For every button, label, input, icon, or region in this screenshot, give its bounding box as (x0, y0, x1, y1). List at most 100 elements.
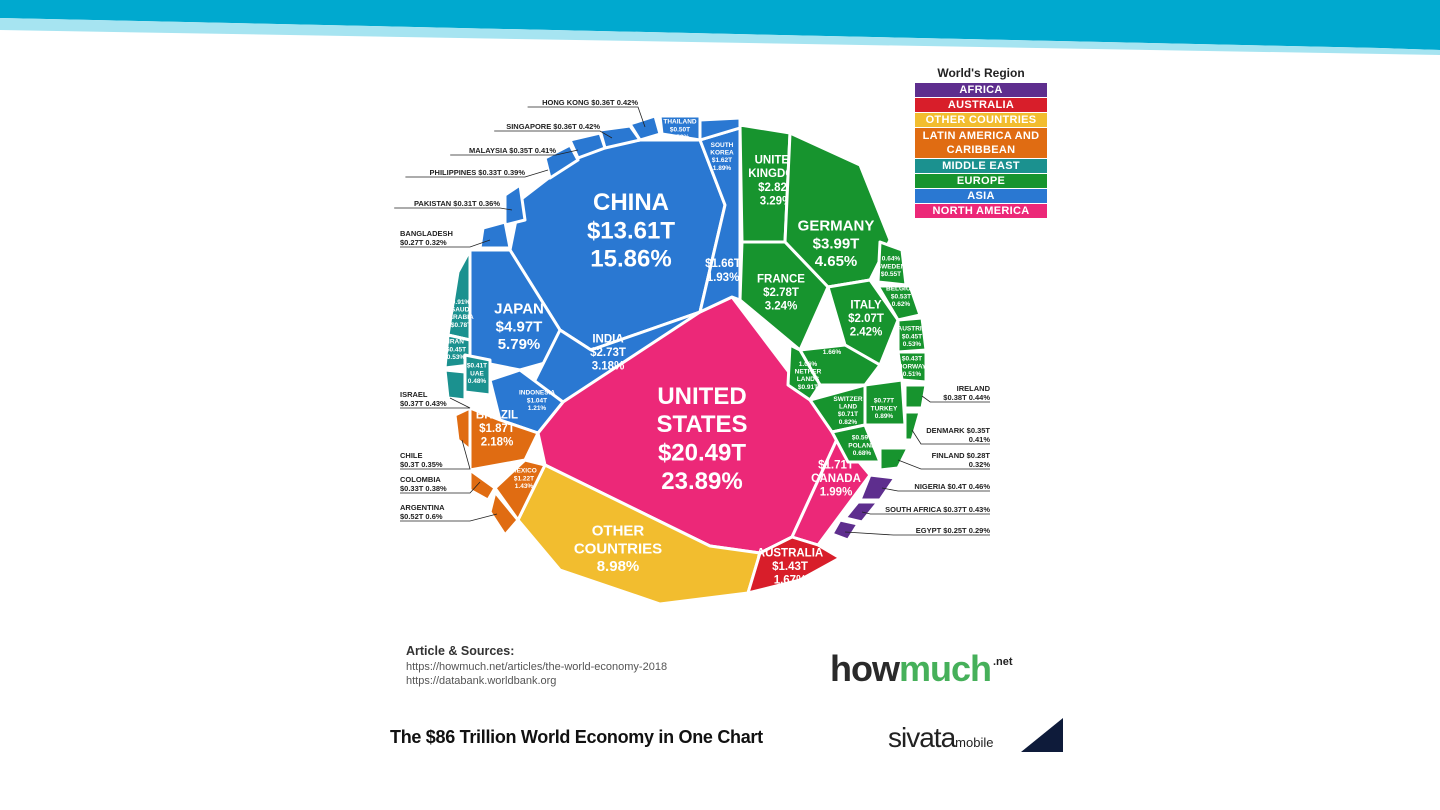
cell-label-belgium-1: $0.53T (891, 293, 911, 300)
cell-ireland (903, 383, 928, 410)
cell-label-indonesia-0: INDONESIA (519, 390, 555, 397)
callout-label-malaysia: MALAYSIA $0.35T 0.41% (469, 146, 556, 155)
cell-label-india-0: INDIA (592, 333, 623, 345)
cell-label-uae-2: 0.48% (468, 378, 487, 385)
cell-brazil: BRAZIL $1.87T 2.18% (468, 406, 540, 472)
cell-label-germany-1: $3.99T (813, 235, 860, 252)
cell-shape-colombia (468, 468, 497, 502)
cell-label-france-2: 3.24% (765, 301, 798, 313)
cell-shape-belgium (876, 284, 922, 322)
cell-shape-australia (746, 535, 842, 595)
cell-south-africa (843, 500, 880, 524)
cell-chile (453, 406, 472, 452)
cell-label-thailand-0: THAILAND (663, 119, 697, 126)
logo-net: .net (993, 656, 1013, 668)
cell-label-canada-1: CANADA (811, 473, 861, 485)
callout-label-argentina: ARGENTINA (400, 503, 445, 512)
callout-value-bangladesh: $0.27T 0.32% (400, 238, 447, 247)
cell-denmark (903, 410, 922, 442)
callout-value-israel: $0.37T 0.43% (400, 399, 447, 408)
cell-label-canada-0: $1.71T (818, 459, 854, 471)
cell-label-france-0: FRANCE (757, 273, 805, 285)
cell-label-spain-2: 1.66% (823, 349, 842, 356)
sources-title: Article & Sources: (406, 644, 515, 658)
callout-south-africa: SOUTH AFRICA $0.37T 0.43% (861, 505, 990, 515)
callout-line-chile (400, 439, 471, 470)
cell-shape-netherlands (786, 343, 822, 402)
cell-label-united-kingdom-0: UNITED (755, 155, 798, 167)
legend-items: AFRICA AUSTRALIA OTHER COUNTRIES LATIN AMER… (915, 83, 1047, 218)
cell-shape-finland (878, 446, 910, 472)
logo-how: how (830, 648, 900, 689)
cell-label-switzerland-3: 0.82% (839, 419, 858, 426)
cell-shape-norway (896, 350, 928, 384)
cell-label-saudi-arabia-3: $0.78T (451, 322, 471, 329)
cell-label-australia-0: AUSTRALIA (757, 547, 823, 559)
cell-label-netherlands-1: NETHER (795, 368, 822, 375)
cell-label-united-states-1: STATES (656, 411, 747, 438)
cell-label-thailand-2: 0.59% (671, 134, 690, 141)
cell-label-russia-1: 1.93% (707, 272, 740, 284)
cell-label-united-kingdom-2: $2.82T (758, 182, 794, 194)
top-banner (0, 0, 1440, 55)
cell-label-uae-1: UAE (470, 370, 484, 377)
callout-colombia: COLOMBIA$0.33T 0.38% (400, 475, 481, 494)
callout-label-israel: ISRAEL (400, 390, 428, 399)
cell-label-switzerland-0: SWITZER (833, 396, 863, 403)
callout-label-denmark: DENMARK $0.35T (926, 426, 990, 435)
callout-ireland: IRELAND$0.38T 0.44% (921, 384, 991, 403)
cell-shape-ireland (903, 383, 928, 410)
page-caption: The $86 Trillion World Economy in One Ch… (390, 727, 763, 747)
cell-label-japan-1: $4.97T (496, 318, 543, 335)
cell-shape-thailand (658, 114, 702, 142)
cell-label-belgium-0: BELGIUM (886, 286, 916, 293)
cell-label-india-1: $2.73T (590, 347, 626, 359)
source-link-2[interactable]: https://databank.worldbank.org (406, 675, 557, 687)
cell-label-other-countries-0: OTHER (592, 523, 645, 540)
cell-label-mexico-2: 1.43% (515, 483, 534, 490)
cell-label-italy-1: $2.07T (848, 313, 884, 325)
legend-item-asia: ASIA (915, 189, 1047, 203)
chart-callouts: HONG KONG $0.36T 0.42% SINGAPORE $0.36T 0… (394, 98, 991, 536)
legend-title: World's Region (937, 66, 1025, 80)
callout-line-philippines (405, 169, 549, 178)
callout-egypt: EGYPT $0.25T 0.29% (844, 526, 991, 536)
cell-label-saudi-arabia-1: SAUDI (451, 306, 471, 313)
callout-chile: CHILE$0.3T 0.35% (400, 439, 471, 470)
cell-colombia (468, 468, 497, 502)
callout-line-colombia (400, 481, 481, 494)
cell-label-brazil-1: $1.87T (479, 423, 515, 435)
cell-label-canada-2: 1.99% (820, 487, 853, 499)
cell-finland (878, 446, 910, 472)
source-link-1[interactable]: https://howmuch.net/articles/the-world-e… (406, 661, 668, 673)
cell-label-spain-1: $1.43T (822, 341, 842, 348)
cell-label-indonesia-1: $1.04T (527, 397, 547, 404)
callout-value-finland: 0.32% (969, 460, 991, 469)
cell-label-norway-1: NORWAY (898, 363, 927, 370)
cell-label-united-states-0: UNITED (657, 383, 746, 410)
cell-label-brazil-0: BRAZIL (476, 409, 518, 421)
cell-label-turkey-0: $0.77T (874, 398, 894, 405)
cell-label-brazil-2: 2.18% (481, 437, 514, 449)
callout-label-hong-kong: HONG KONG $0.36T 0.42% (542, 98, 638, 107)
cell-philippines (543, 143, 580, 180)
callout-label-egypt: EGYPT $0.25T 0.29% (916, 526, 991, 535)
callout-label-nigeria: NIGERIA $0.4T 0.46% (914, 482, 990, 491)
callout-malaysia: MALAYSIA $0.35T 0.41% (450, 146, 579, 156)
cell-shape-nigeria (858, 473, 897, 502)
callout-line-pakistan (394, 207, 513, 211)
logo-much: much (898, 648, 992, 689)
callout-line-argentina (400, 513, 498, 522)
cell-label-turkey-2: 0.89% (875, 413, 894, 420)
legend-item-middle-east: MIDDLE EAST (915, 159, 1047, 173)
cell-shape-chile (453, 406, 472, 452)
cell-label-china-1: $13.61T (587, 217, 675, 244)
cell-label-thailand-1: $0.50T (670, 126, 690, 133)
sivata-suffix: mobile (955, 735, 994, 750)
cell-label-austria-2: 0.53% (903, 341, 922, 348)
cell-label-switzerland-1: LAND (839, 403, 857, 410)
